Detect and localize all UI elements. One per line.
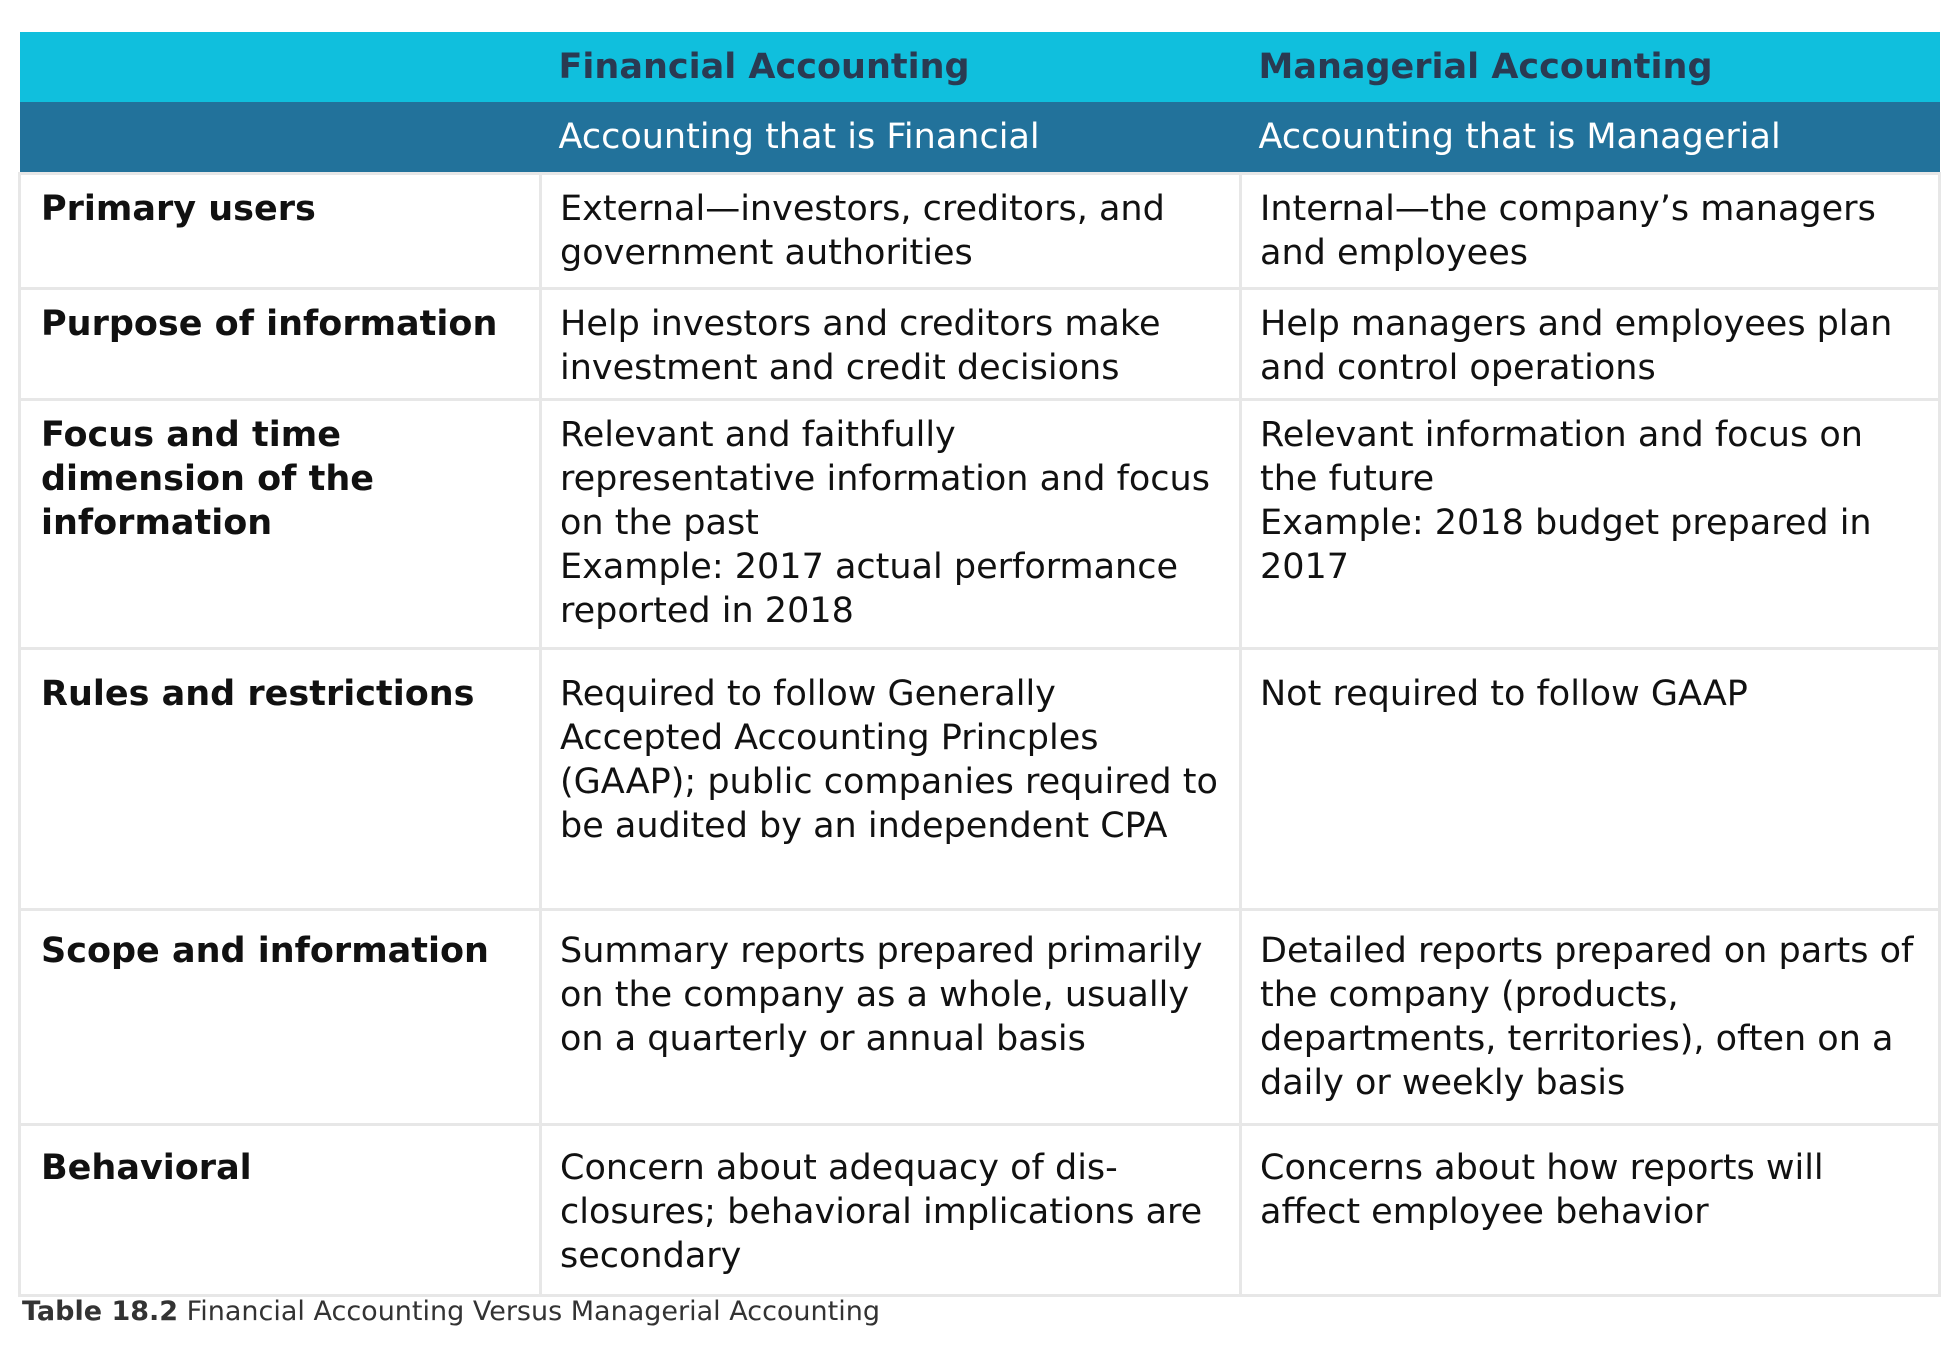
table-caption: Table 18.2 Financial Accounting Versus M… (22, 1296, 880, 1327)
table-row-scope: Scope and information Summary reports pr… (18, 908, 1941, 1126)
row-label: Focus and time dimension of the informat… (18, 398, 542, 650)
cell-text: Summary reports prepared primarily on th… (560, 931, 1203, 1059)
table-row-purpose: Purpose of information Help investors an… (18, 287, 1941, 401)
managerial-cell: Help managers and employees plan and con… (1239, 287, 1941, 401)
row-label: Rules and restrictions (18, 647, 542, 911)
comparison-table: Financial Accounting Managerial Accounti… (18, 32, 1941, 1297)
financial-cell: Concern about adequacy of dis- closures;… (539, 1123, 1242, 1297)
cell-example-text: Example: 2018 budget prepared in 2017 (1260, 503, 1872, 587)
cell-text: Help managers and employees plan and con… (1260, 304, 1893, 388)
cell-text: Relevant and faithfully representative i… (560, 415, 1210, 543)
cell-text: Required to follow Generally Accepted Ac… (560, 674, 1218, 846)
caption-number: Table 18.2 (22, 1296, 179, 1327)
financial-cell: External—investors, creditors, and gover… (539, 172, 1242, 290)
financial-cell: Help investors and creditors make invest… (539, 287, 1242, 401)
table-row-behavioral: Behavioral Concern about adequacy of dis… (18, 1123, 1941, 1297)
managerial-cell: Not required to follow GAAP (1239, 647, 1941, 911)
table-row-focus-time: Focus and time dimension of the informat… (18, 398, 1941, 650)
comparison-table-container: Financial Accounting Managerial Accounti… (18, 32, 1941, 1297)
cell-text: Help investors and creditors make invest… (560, 304, 1161, 388)
managerial-cell: Concerns about how reports will affect e… (1239, 1123, 1941, 1297)
header-blank-cell (19, 32, 541, 102)
financial-cell: Required to follow Generally Accepted Ac… (539, 647, 1242, 911)
row-label: Scope and information (18, 908, 542, 1126)
header-financial-accounting: Financial Accounting (540, 32, 1241, 102)
cell-text: Not required to follow GAAP (1260, 674, 1748, 714)
table-subheader-row: Accounting that is Financial Accounting … (19, 102, 1940, 174)
table-row-rules: Rules and restrictions Required to follo… (18, 647, 1941, 911)
row-label: Primary users (18, 172, 542, 290)
header-managerial-accounting: Managerial Accounting (1240, 32, 1940, 102)
cell-text: Concern about adequacy of dis- closures;… (560, 1148, 1203, 1276)
cell-text: Concerns about how reports will affect e… (1260, 1148, 1824, 1232)
managerial-cell: Detailed reports prepared on parts of th… (1239, 908, 1941, 1126)
table-row-primary-users: Primary users External—investors, credit… (18, 172, 1941, 290)
cell-text: Internal—the company’s managers and empl… (1260, 189, 1876, 273)
cell-text: Detailed reports prepared on parts of th… (1260, 931, 1914, 1103)
subheader-blank-cell (19, 102, 541, 174)
cell-example-text: Example: 2017 actual performance reporte… (560, 547, 1179, 631)
cell-text: Relevant information and focus on the fu… (1260, 415, 1863, 499)
subheader-financial: Accounting that is Financial (540, 102, 1241, 174)
row-label: Behavioral (18, 1123, 542, 1297)
row-label: Purpose of information (18, 287, 542, 401)
table-header-row: Financial Accounting Managerial Accounti… (19, 32, 1940, 102)
managerial-cell: Relevant information and focus on the fu… (1239, 398, 1941, 650)
managerial-cell: Internal—the company’s managers and empl… (1239, 172, 1941, 290)
subheader-managerial: Accounting that is Managerial (1240, 102, 1940, 174)
caption-text: Financial Accounting Versus Managerial A… (186, 1296, 880, 1327)
financial-cell: Relevant and faithfully representative i… (539, 398, 1242, 650)
financial-cell: Summary reports prepared primarily on th… (539, 908, 1242, 1126)
cell-text: External—investors, creditors, and gover… (560, 189, 1165, 273)
